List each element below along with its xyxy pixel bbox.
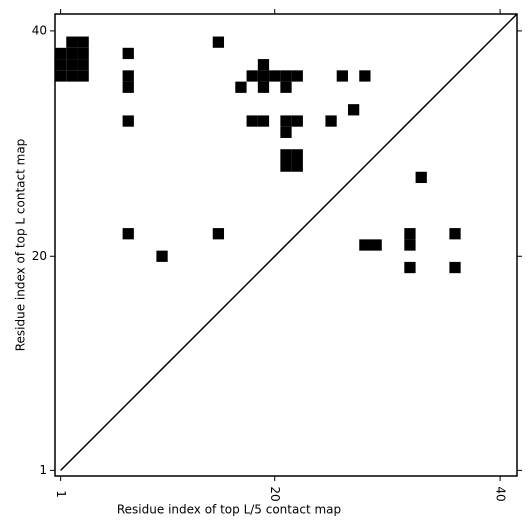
x-tick-label: 20 [268, 486, 282, 501]
plot-frame [54, 13, 518, 477]
contact-cell [359, 239, 371, 251]
contact-cell [246, 115, 258, 127]
contact-cell [77, 70, 89, 82]
x-tick-label: 40 [494, 486, 508, 501]
contact-cell [291, 70, 303, 82]
contact-cell [246, 70, 258, 82]
contact-cell [122, 81, 134, 93]
contact-cell [291, 115, 303, 127]
contact-cell [280, 115, 292, 127]
contact-cell [122, 47, 134, 60]
contact-cell [257, 70, 270, 82]
contact-cell [359, 70, 371, 82]
contact-cell [77, 47, 89, 60]
contact-cell [449, 228, 461, 240]
contact-cell [280, 126, 292, 138]
y-tick-label: 20 [32, 249, 47, 263]
contact-cell [55, 70, 67, 82]
contact-cell [449, 261, 461, 274]
contact-cell [55, 47, 67, 60]
contact-cell [257, 81, 270, 93]
contact-cell [280, 70, 292, 82]
contact-cell [156, 250, 168, 262]
contact-cell [269, 70, 281, 82]
contact-cell [77, 36, 89, 48]
contact-cell [66, 59, 78, 71]
x-axis-label: Residue index of top L/5 contact map [117, 503, 341, 517]
contact-cell [280, 149, 292, 161]
contact-cell [404, 239, 416, 251]
contact-cell [280, 81, 292, 93]
x-tick-label: 1 [54, 490, 68, 498]
contact-cell [257, 115, 270, 127]
contact-cell [291, 149, 303, 161]
contact-cell [66, 70, 78, 82]
contact-cell [404, 261, 416, 274]
contact-cell [280, 160, 292, 172]
contact-cell [325, 115, 337, 127]
contact-cell [336, 70, 348, 82]
contact-cell [66, 47, 78, 60]
contact-cell [404, 228, 416, 240]
contact-cell [122, 228, 134, 240]
diagonal-line [60, 13, 518, 471]
contact-cell [347, 104, 360, 116]
contact-cell [122, 70, 134, 82]
contact-cell [257, 59, 270, 71]
contact-cell [77, 59, 89, 71]
contact-cell [291, 160, 303, 172]
y-tick-label: 40 [32, 23, 47, 37]
contact-cell [55, 59, 67, 71]
y-tick-label: 1 [39, 463, 47, 477]
contact-cell [212, 228, 225, 240]
contact-cell [415, 171, 427, 184]
contact-cell [212, 36, 225, 48]
contact-cell [370, 239, 382, 251]
contact-cell [122, 115, 134, 127]
y-axis-label: Residue index of top L contact map [14, 139, 28, 352]
contact-cell [235, 81, 247, 93]
contact-cell [66, 36, 78, 48]
